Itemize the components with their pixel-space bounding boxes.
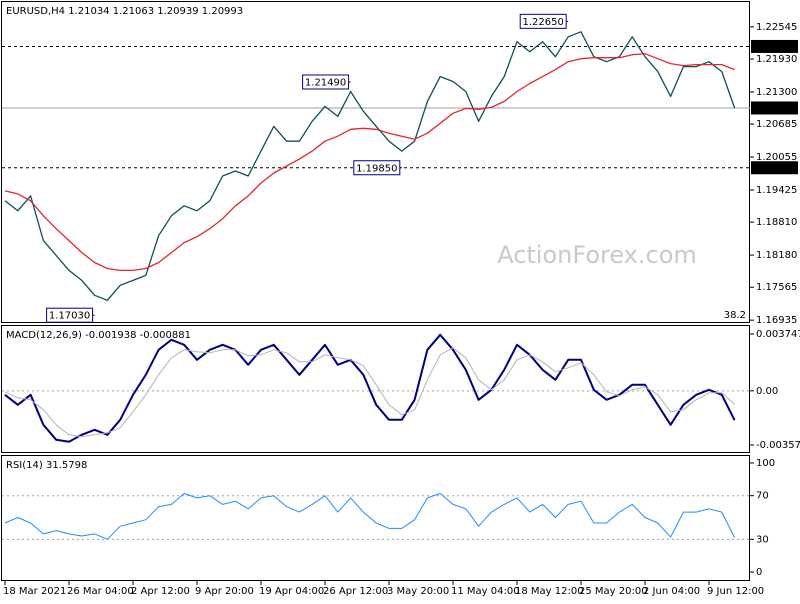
rsi-panel-frame (1, 455, 750, 581)
y-tick-label: 0.00 (756, 386, 778, 397)
y-tick-label: 1.20055 (756, 152, 797, 163)
y-tick-label: 1.17565 (756, 282, 797, 293)
level-tag (751, 39, 798, 53)
level-tag (751, 101, 798, 115)
x-tick-label: 11 May 04:00 (451, 586, 520, 597)
annotation-label: 1.21490 (305, 78, 346, 89)
annotation-label: 1.22650 (523, 17, 564, 28)
y-tick-label: 70 (756, 491, 769, 502)
series-line (4, 347, 735, 438)
x-tick-label: 26 Mar 04:00 (67, 586, 134, 597)
series-line (4, 493, 736, 540)
annotation-box (46, 307, 94, 323)
level-tag (751, 161, 798, 175)
y-tick-label: 0.003747 (756, 329, 800, 340)
series-line (4, 31, 736, 301)
x-tick-label: 2 Jun 04:00 (643, 586, 700, 597)
y-tick-label: 1.18180 (756, 250, 797, 261)
y-tick-label: 1.21930 (756, 54, 797, 65)
fibo-label: 38.2 (724, 310, 746, 321)
y-tick-label: 1.16935 (756, 315, 797, 326)
panel-title: EURUSD,H4 1.21034 1.21063 1.20939 1.2099… (6, 6, 243, 17)
annotation-box (519, 13, 567, 29)
annotation-box (353, 160, 401, 176)
level-tag-label: 1.22170 (754, 42, 795, 53)
x-tick-label: 26 Apr 12:00 (323, 586, 388, 597)
x-tick-label: 3 May 20:00 (387, 586, 449, 597)
x-tick-label: 25 May 20:00 (579, 586, 648, 597)
series-line (4, 53, 735, 272)
annotation-label: 1.19850 (356, 163, 397, 174)
annotation-label: 1.17030 (49, 311, 90, 322)
level-tag-label: 1.20993 (754, 103, 795, 114)
x-tick-label: 9 Jun 12:00 (707, 586, 764, 597)
y-tick-label: -0.003573 (756, 440, 800, 451)
x-tick-label: 18 Mar 2021 (3, 586, 66, 597)
y-tick-label: 1.20685 (756, 119, 797, 130)
y-tick-label: 1.19425 (756, 185, 797, 196)
macd-panel-frame (1, 325, 750, 453)
price-panel-frame (1, 1, 750, 323)
x-tick-label: 9 Apr 20:00 (195, 586, 254, 597)
x-tick-label: 18 May 12:00 (515, 586, 584, 597)
x-tick-label: 2 Apr 12:00 (131, 586, 190, 597)
panel-title: MACD(12,26,9) -0.001938 -0.000881 (6, 330, 191, 341)
level-tag-label: 1.19850 (754, 163, 795, 174)
watermark: ActionForex.com (497, 241, 697, 269)
y-tick-label: 30 (756, 534, 769, 545)
y-tick-label: 1.22545 (756, 22, 797, 33)
y-tick-label: 1.18810 (756, 217, 797, 228)
y-tick-label: 1.21300 (756, 87, 797, 98)
y-tick-label: 0 (756, 567, 762, 578)
panel-title: RSI(14) 31.5798 (6, 460, 87, 471)
series-line (4, 333, 736, 443)
y-tick-label: 100 (756, 458, 775, 469)
annotation-box (302, 74, 350, 90)
x-tick-label: 19 Apr 04:00 (259, 586, 324, 597)
